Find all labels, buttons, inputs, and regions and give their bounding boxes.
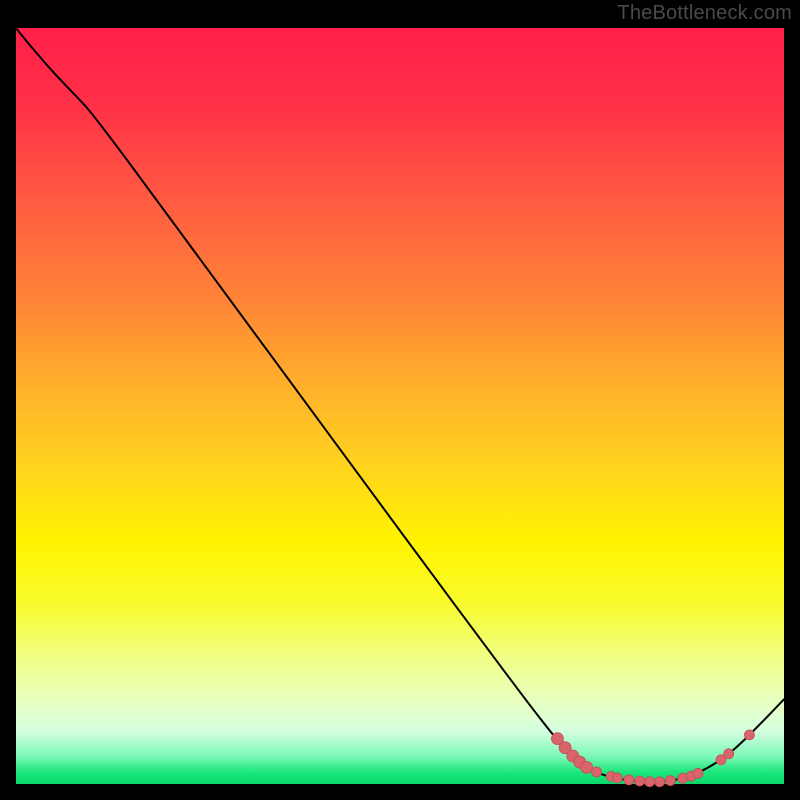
curve-marker — [612, 773, 622, 783]
curve-marker — [655, 777, 665, 787]
curve-marker — [724, 749, 734, 759]
curve-marker — [645, 777, 655, 787]
curve-marker — [665, 776, 675, 786]
chart-frame: TheBottleneck.com — [0, 0, 800, 800]
curve-marker — [581, 761, 593, 773]
watermark-text: TheBottleneck.com — [617, 2, 792, 25]
plot-background — [16, 28, 784, 784]
curve-marker — [592, 767, 602, 777]
curve-marker — [624, 775, 634, 785]
curve-marker — [744, 730, 754, 740]
curve-marker — [693, 768, 703, 778]
curve-marker — [635, 776, 645, 786]
bottleneck-curve-chart — [0, 0, 800, 800]
